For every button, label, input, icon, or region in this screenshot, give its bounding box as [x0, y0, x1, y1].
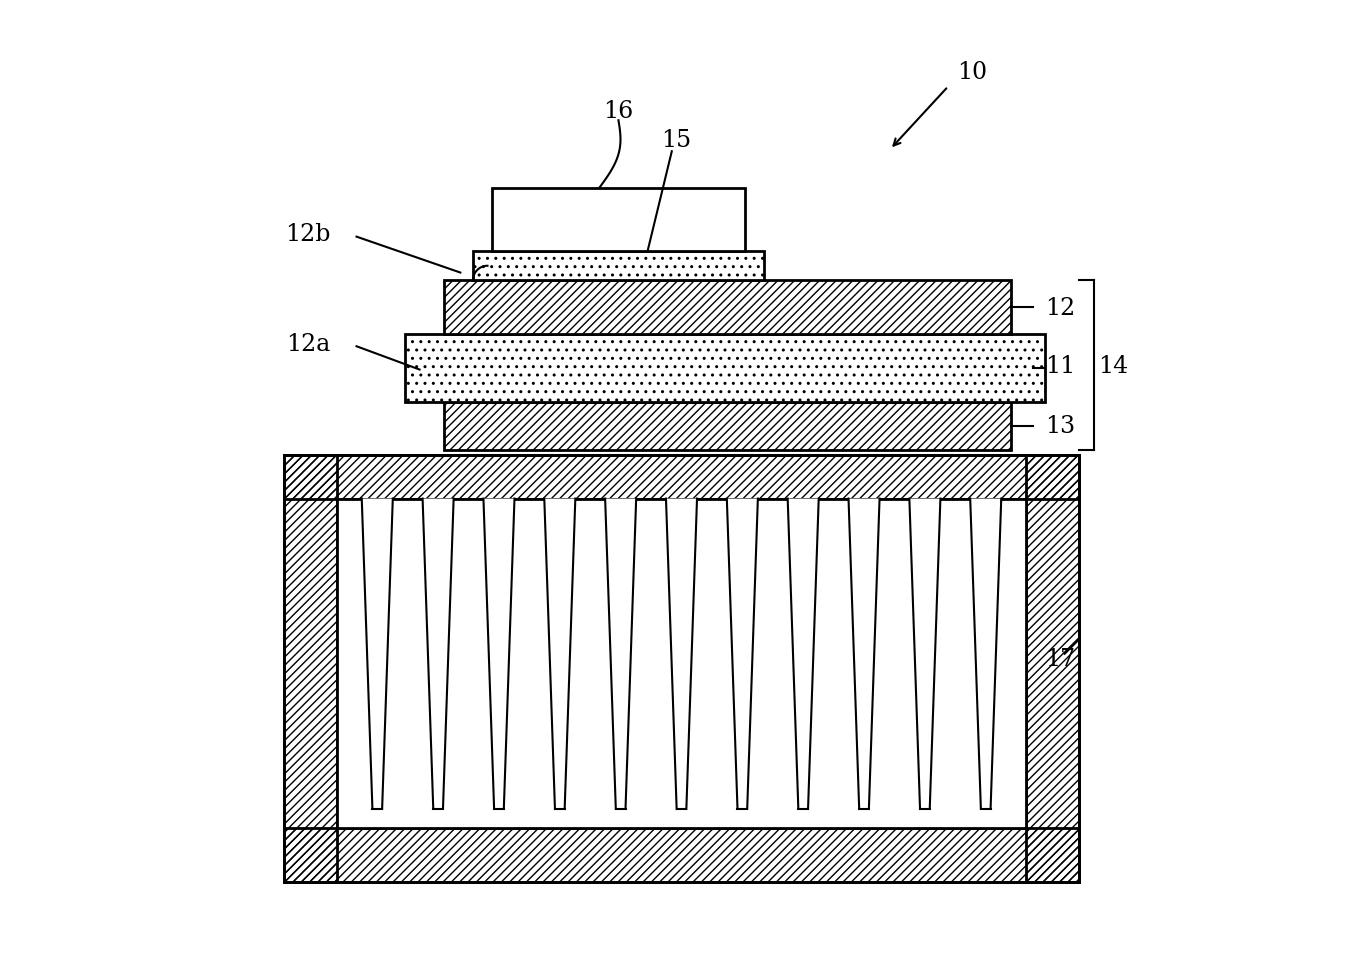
Bar [284, 455, 337, 882]
Polygon shape [605, 499, 637, 809]
Polygon shape [726, 499, 758, 809]
Text: 16: 16 [604, 100, 634, 123]
Bar [284, 455, 1079, 499]
Bar [473, 252, 763, 281]
Bar [337, 499, 1026, 828]
Text: 12a: 12a [286, 332, 330, 356]
Text: 12: 12 [1044, 297, 1075, 320]
Polygon shape [361, 499, 393, 809]
Bar [492, 189, 744, 252]
Bar [444, 402, 1011, 451]
Polygon shape [788, 499, 819, 809]
Text: 15: 15 [661, 129, 691, 152]
Bar [284, 828, 1079, 882]
Polygon shape [544, 499, 575, 809]
Text: 13: 13 [1044, 415, 1075, 438]
Polygon shape [667, 499, 696, 809]
Text: 10: 10 [957, 61, 988, 84]
Bar [1026, 455, 1079, 882]
Polygon shape [849, 499, 879, 809]
Text: 11: 11 [1044, 355, 1075, 378]
Text: 14: 14 [1099, 355, 1129, 377]
Polygon shape [484, 499, 514, 809]
Text: 17: 17 [1044, 647, 1075, 671]
Text: 12b: 12b [285, 223, 331, 246]
Polygon shape [423, 499, 454, 809]
Bar [444, 281, 1011, 334]
Polygon shape [970, 499, 1002, 809]
Bar [405, 334, 1045, 402]
Polygon shape [909, 499, 940, 809]
